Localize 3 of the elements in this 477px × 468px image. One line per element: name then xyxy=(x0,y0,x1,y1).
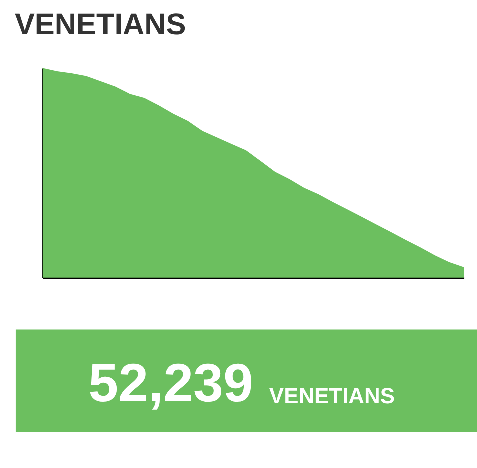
chart-title: VENETIANS xyxy=(14,8,186,42)
text: VENETIANS xyxy=(269,384,395,409)
text: 52,239 xyxy=(88,354,254,414)
